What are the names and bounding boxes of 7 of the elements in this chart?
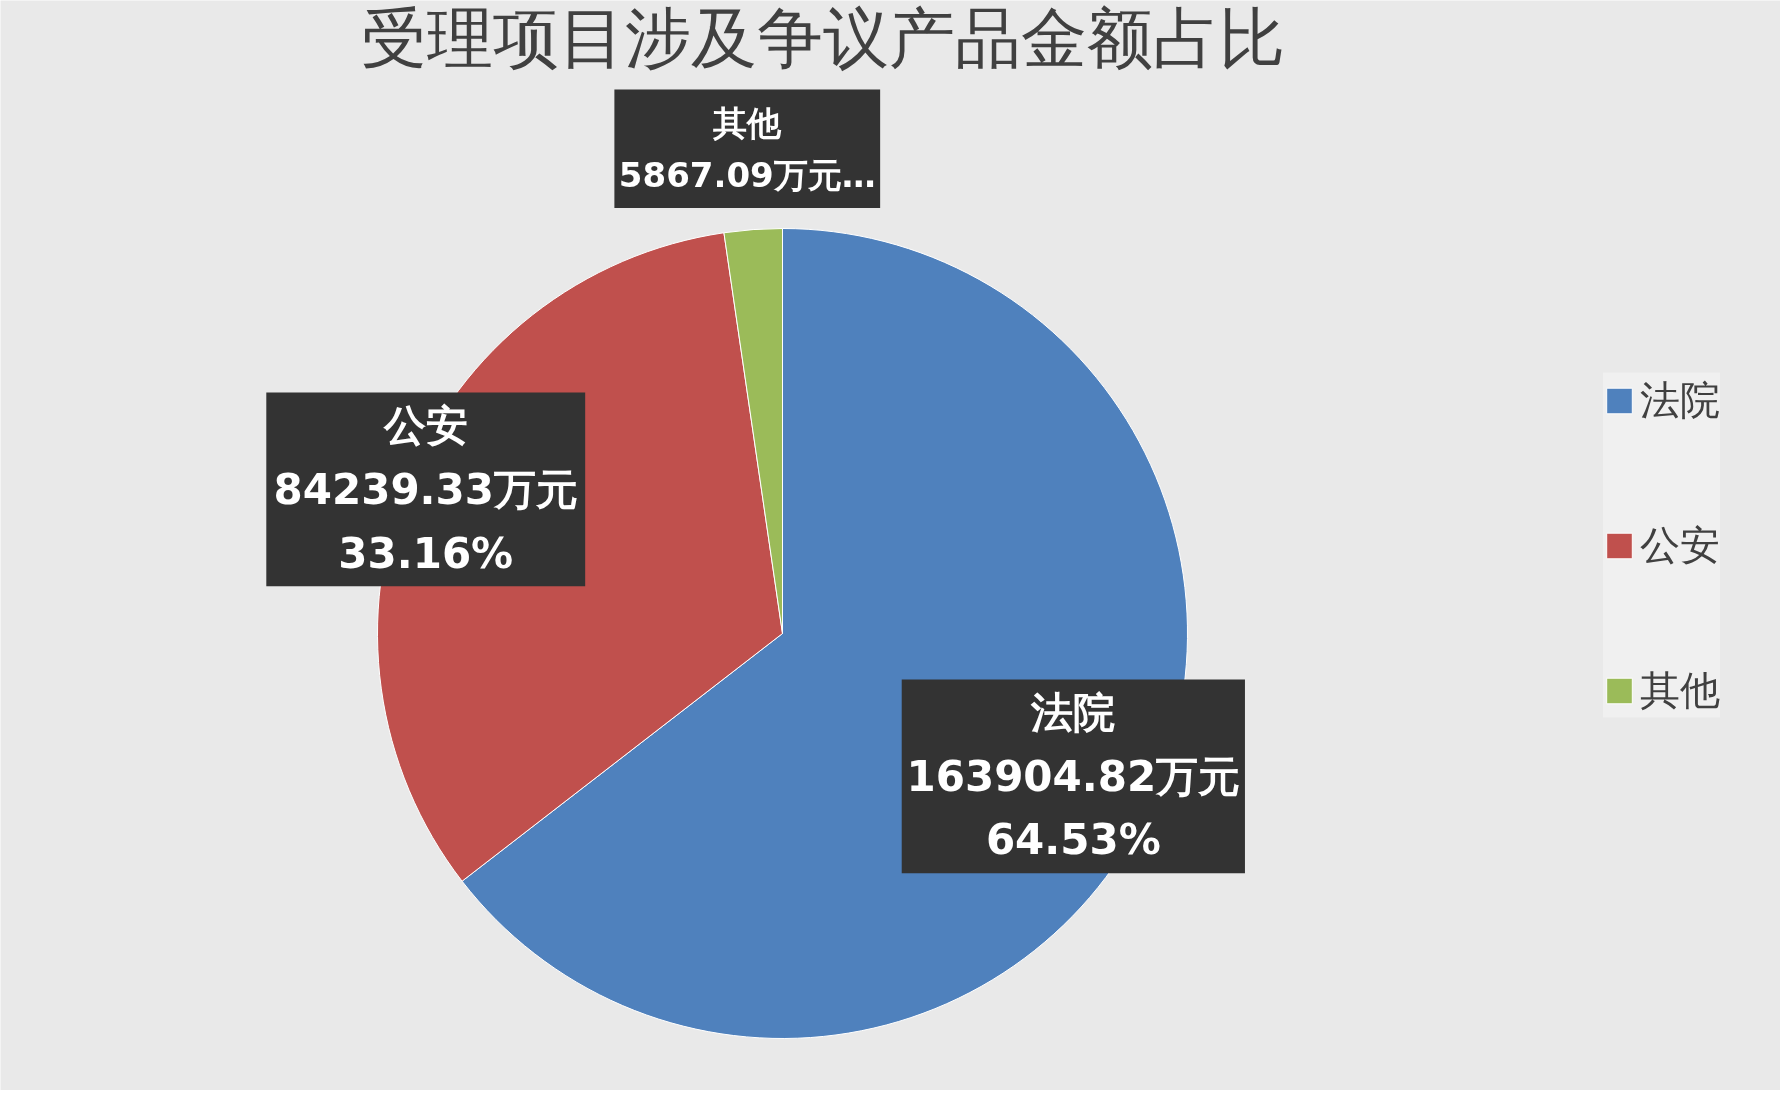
legend-label: 公安 (1640, 520, 1720, 570)
data-label: 法院 163904.82万元 64.53% (906, 688, 1241, 865)
legend-label: 法院 (1640, 375, 1720, 425)
chart-title: 受理项目涉及争议产品金额占比 (361, 0, 1285, 77)
data-label: 其他 5867.09万元… (618, 102, 876, 195)
legend-label: 其他 (1640, 665, 1720, 715)
data-label: 公安 84239.33万元 33.16% (273, 401, 579, 578)
